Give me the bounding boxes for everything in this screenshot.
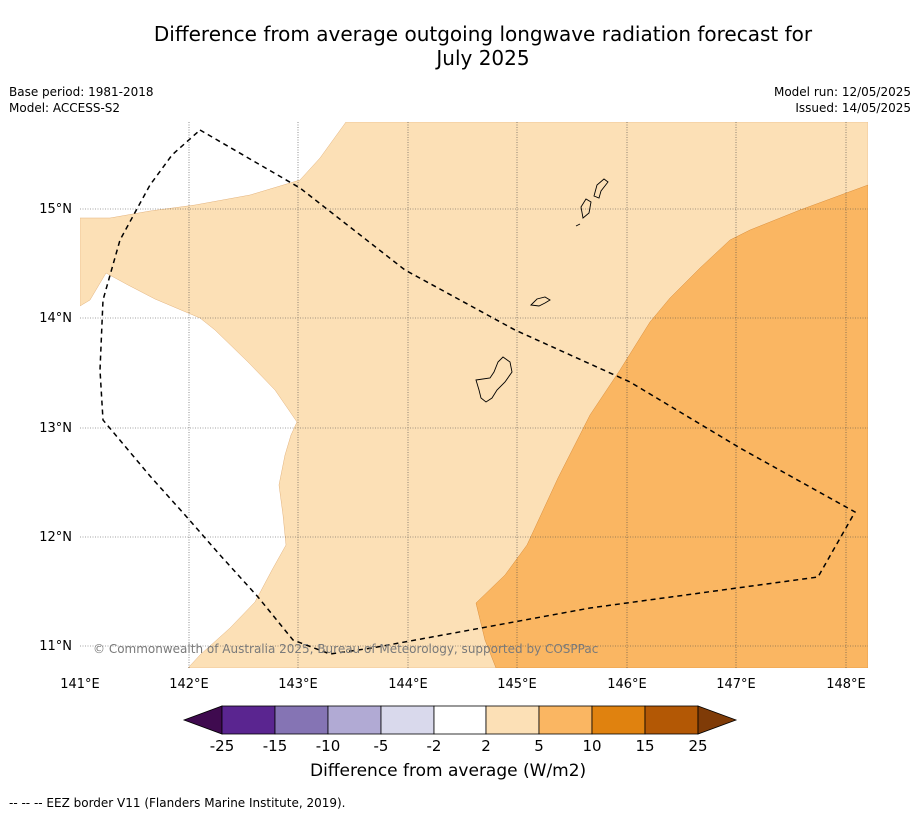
issued-date: Issued: 14/05/2025 [795, 101, 911, 115]
meta-right: Model run: 12/05/2025 Issued: 14/05/2025 [774, 84, 911, 116]
colorbar: -25 -15 -10 -5 -2 2 5 10 15 25 [182, 705, 738, 755]
colorbar-title: Difference from average (W/m2) [310, 761, 587, 781]
chart-title: Difference from average outgoing longwav… [0, 22, 919, 70]
colorbar-swatch [274, 705, 329, 735]
lon-label: 141°E [60, 677, 100, 692]
lat-axis-labels: 15°N 14°N 13°N 12°N 11°N [39, 202, 72, 654]
title-line-1: Difference from average outgoing longwav… [153, 22, 813, 46]
island-tinian [580, 198, 592, 219]
colorbar-label: 15 [635, 737, 654, 755]
lon-label: 144°E [388, 677, 428, 692]
lon-axis-labels: 141°E 142°E 143°E 144°E 145°E 146°E 147°… [60, 677, 866, 692]
island-saipan [593, 178, 609, 199]
base-period: Base period: 1981-2018 [9, 85, 154, 99]
colorbar-swatch [221, 705, 276, 735]
lat-label: 15°N [39, 202, 72, 217]
copyright-text: © Commonwealth of Australia 2025, Bureau… [93, 642, 598, 656]
model-run: Model run: 12/05/2025 [773, 85, 911, 99]
lon-label: 146°E [607, 677, 647, 692]
colorbar-label: -15 [263, 737, 288, 755]
colorbar-high-extension [697, 705, 738, 735]
lat-label: 12°N [39, 530, 72, 545]
colorbar-swatch [485, 705, 540, 735]
colorbar-swatch [433, 705, 487, 735]
colorbar-label: 2 [481, 737, 491, 755]
island-rota [530, 296, 551, 307]
colorbar-swatch [380, 705, 435, 735]
island-aguijan [575, 223, 581, 227]
lon-label: 148°E [826, 677, 866, 692]
eez-footnote: -- -- -- EEZ border V11 (Flanders Marine… [9, 796, 346, 810]
colorbar-swatch [327, 705, 382, 735]
colorbar-label: -25 [210, 737, 235, 755]
colorbar-label: -2 [427, 737, 442, 755]
model-name: Model: ACCESS-S2 [9, 101, 121, 115]
lat-label: 13°N [39, 421, 72, 436]
islands [475, 178, 609, 403]
meta-left: Base period: 1981-2018 Model: ACCESS-S2 [9, 84, 154, 116]
map-fill-layer: © Commonwealth of Australia 2025, Bureau… [80, 122, 868, 668]
colorbar-label: 25 [688, 737, 707, 755]
colorbar-label: 10 [582, 737, 601, 755]
eez-border-line [99, 129, 857, 655]
lon-label: 145°E [497, 677, 537, 692]
colorbar-swatch [591, 705, 646, 735]
colorbar-label: -5 [374, 737, 389, 755]
medium-orange-region [475, 184, 868, 668]
colorbar-label: -10 [316, 737, 341, 755]
lon-label: 142°E [169, 677, 209, 692]
lon-label: 147°E [716, 677, 756, 692]
gridlines [80, 122, 868, 668]
colorbar-label: 5 [534, 737, 544, 755]
colorbar-swatch [538, 705, 593, 735]
lat-label: 11°N [39, 639, 72, 654]
colorbar-low-extension [182, 705, 223, 735]
title-line-2: July 2025 [436, 46, 530, 70]
colorbar-swatch [644, 705, 699, 735]
island-guam [475, 356, 513, 403]
lon-label: 143°E [278, 677, 318, 692]
lat-label: 14°N [39, 311, 72, 326]
